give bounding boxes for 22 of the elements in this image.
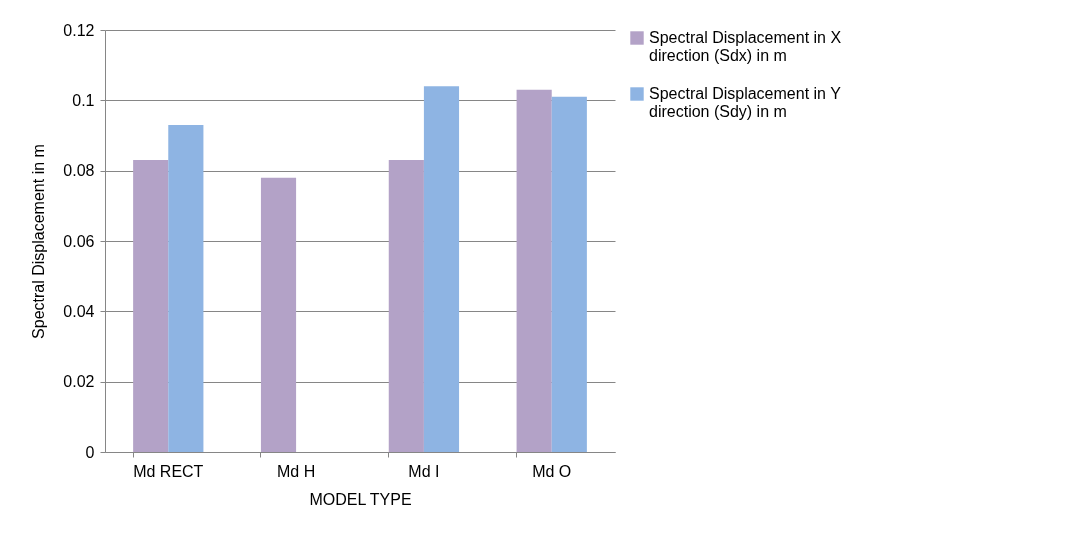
y-tick-label: 0.06 xyxy=(63,232,95,250)
x-tick-label: Md O xyxy=(532,462,572,480)
x-tick-label: Md I xyxy=(408,462,440,480)
x-tick-label: Md RECT xyxy=(133,462,204,480)
legend-label: Spectral Displacement in X direction (Sdx) in m xyxy=(649,29,842,64)
y-tick-label: 0.08 xyxy=(63,162,95,180)
y-axis-title: Spectral Displacement in m xyxy=(30,144,48,339)
y-tick-label: 0.04 xyxy=(63,302,95,320)
legend-label: Spectral Displacement in Y direction (Sdy) in m xyxy=(649,85,842,120)
x-axis-title: MODEL TYPE xyxy=(309,490,412,508)
y-tick-label: 0.12 xyxy=(63,21,95,39)
bar xyxy=(260,177,297,452)
bar xyxy=(551,96,587,452)
x-tick-label: Md H xyxy=(276,462,316,480)
bar xyxy=(133,160,169,452)
bar xyxy=(388,160,424,452)
y-tick-label: 0.1 xyxy=(72,91,95,109)
y-tick-label: 0 xyxy=(85,443,95,461)
bar xyxy=(516,89,552,452)
y-tick-label: 0.02 xyxy=(63,373,95,391)
bar xyxy=(168,124,204,452)
bar xyxy=(423,86,460,452)
